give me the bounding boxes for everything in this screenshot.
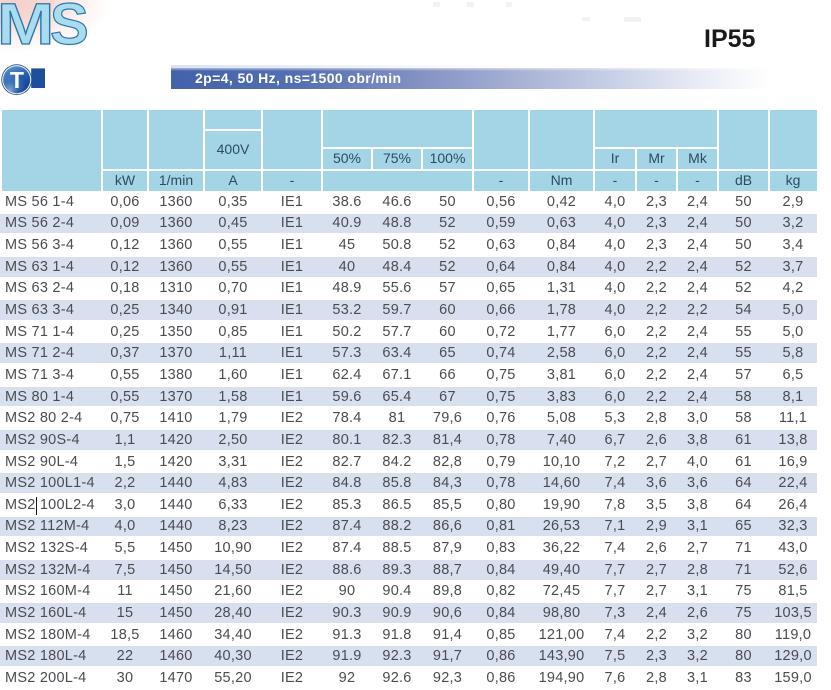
svg-text:T: T bbox=[10, 67, 24, 93]
